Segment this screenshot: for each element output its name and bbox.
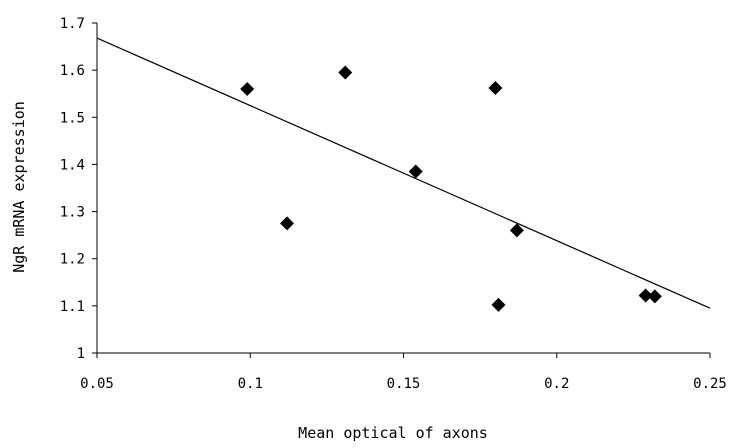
data-point — [638, 288, 653, 303]
y-tick-label: 1.5 — [60, 110, 85, 126]
data-point — [647, 289, 662, 304]
data-point — [488, 81, 503, 96]
x-tick-label: 0.2 — [544, 376, 569, 392]
y-axis-title: NgR mRNA expression — [10, 101, 28, 273]
data-point — [240, 82, 255, 96]
data-point — [509, 223, 524, 238]
x-tick-label: 0.15 — [387, 376, 421, 392]
data-point — [491, 297, 506, 312]
trend-line — [96, 37, 711, 309]
y-tick-label: 1.1 — [60, 299, 85, 315]
y-tick-label: 1.3 — [60, 205, 85, 221]
x-tick-label: 0.1 — [238, 376, 263, 392]
data-point — [408, 164, 423, 179]
y-tick-label: 1.2 — [60, 252, 85, 268]
y-tick-label: 1.7 — [60, 16, 85, 32]
data-point — [280, 216, 295, 231]
x-tick-label: 0.25 — [693, 376, 727, 392]
data-point — [338, 65, 353, 80]
y-tick-label: 1.6 — [60, 63, 85, 79]
y-tick-label: 1.4 — [60, 157, 85, 173]
y-tick-label: 1 — [77, 346, 85, 362]
x-tick-label: 0.05 — [80, 376, 114, 392]
x-axis-title: Mean optical of axons — [298, 424, 488, 442]
